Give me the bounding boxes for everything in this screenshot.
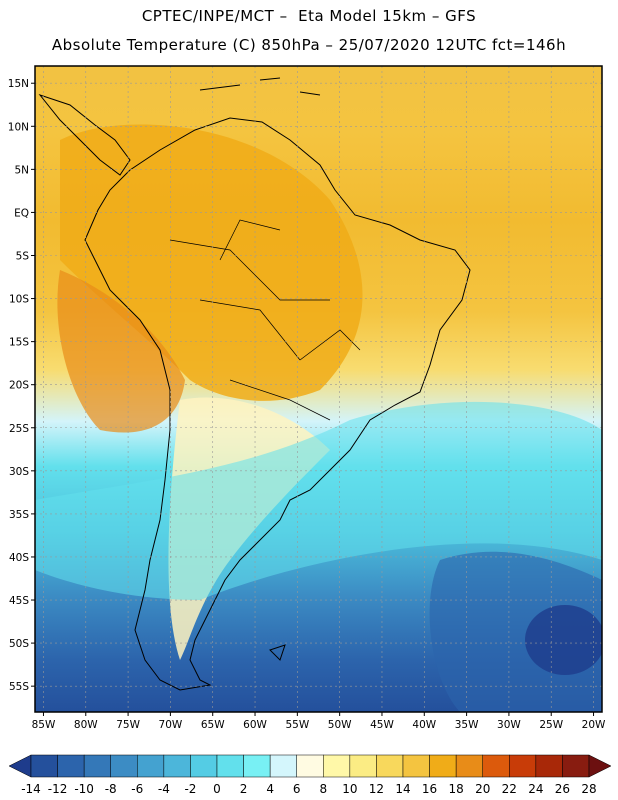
colorbar-label: 0 <box>213 782 221 796</box>
colorbar-swatch <box>190 754 218 778</box>
colorbar-label: 28 <box>581 782 596 796</box>
lat-tick-label: 20S <box>9 380 29 392</box>
colorbar-label: -6 <box>131 782 143 796</box>
falkland-islands <box>269 644 286 661</box>
lon-tick-label: 65W <box>201 719 225 731</box>
lat-tick-label: 25S <box>9 423 29 435</box>
colorbar-swatch <box>509 754 537 778</box>
country-borders <box>169 219 361 421</box>
colorbar-label: 14 <box>395 782 410 796</box>
cold-band-area <box>35 401 602 600</box>
colorbar-label: 2 <box>240 782 248 796</box>
lat-tick-label: 45S <box>9 595 29 607</box>
colorbar-label: -2 <box>184 782 196 796</box>
colorbar-swatch <box>110 754 138 778</box>
colorbar-label: 20 <box>475 782 490 796</box>
lon-tick-label: 25W <box>539 719 563 731</box>
colorbar-label: 6 <box>293 782 301 796</box>
colorbar-label: 22 <box>502 782 517 796</box>
map-frame <box>34 65 603 713</box>
lon-tick-label: 30W <box>497 719 521 731</box>
lon-tick-label: 75W <box>116 719 140 731</box>
colorbar-label: 26 <box>555 782 570 796</box>
lat-tick-label: 30S <box>9 466 29 478</box>
colorbar-swatch <box>269 754 297 778</box>
lon-tick-label: 40W <box>412 719 436 731</box>
lon-tick-label: 60W <box>243 719 267 731</box>
colorbar-swatch <box>376 754 404 778</box>
lat-tick-label: 10S <box>9 294 29 306</box>
lon-tick-label: 85W <box>32 719 56 731</box>
chart-title-line-1: CPTEC/INPE/MCT – Eta Model 15km – GFS <box>141 7 477 25</box>
latitude-axis: 15N 10N 5N EQ 5S 10S 15S 20S 25S 30S 35S 40S 45S 50S 5… <box>8 78 35 693</box>
lat-tick-label: 40S <box>9 552 29 564</box>
colorbar-label: -12 <box>48 782 68 796</box>
colorbar-label: 24 <box>528 782 543 796</box>
colorbar-swatch <box>30 754 58 778</box>
colorbar-label: 4 <box>266 782 274 796</box>
colorbar-swatch <box>429 754 457 778</box>
lat-tick-label: 5S <box>16 250 30 262</box>
lat-tick-label: 50S <box>9 638 29 650</box>
colorbar-min-triangle <box>8 754 32 778</box>
lon-tick-label: 45W <box>370 719 394 731</box>
central-america-coastline <box>38 93 131 176</box>
colorbar-label: -4 <box>158 782 170 796</box>
colorbar-label: 16 <box>422 782 437 796</box>
colorbar-swatch <box>535 754 563 778</box>
colorbar-swatch <box>216 754 244 778</box>
lat-tick-label: 55S <box>9 681 29 693</box>
colorbar-swatch <box>562 754 590 778</box>
colorbar-swatch <box>455 754 483 778</box>
warm-pacific-area <box>57 270 186 433</box>
colorbar-swatch <box>482 754 510 778</box>
colorbar: -14 -12 -10 -8 -6 -4 -2 0 2 4 6 8 10 12 14 16 18 20 22 24 26… <box>8 754 612 796</box>
colorbar-label: 18 <box>449 782 464 796</box>
colorbar-swatch <box>163 754 191 778</box>
colorbar-label: 12 <box>369 782 384 796</box>
warm-continent-area <box>60 124 363 401</box>
lat-tick-label: 10N <box>8 121 29 133</box>
longitude-axis: 85W 80W 75W 70W 65W 60W 55W 50W 45W 40W 35W 30W 25W 2… <box>32 712 606 731</box>
lat-tick-label: EQ <box>14 207 29 219</box>
colorbar-swatch <box>323 754 351 778</box>
lon-tick-label: 50W <box>328 719 352 731</box>
colorbar-swatch <box>83 754 111 778</box>
colorbar-swatch <box>57 754 85 778</box>
lat-tick-label: 5N <box>14 164 29 176</box>
coldest-core <box>525 605 602 675</box>
colorbar-label: -10 <box>74 782 94 796</box>
lon-tick-label: 20W <box>582 719 606 731</box>
colorbar-swatch <box>137 754 165 778</box>
colorbar-max-triangle <box>588 754 612 778</box>
lon-tick-label: 35W <box>455 719 479 731</box>
colorbar-label: -8 <box>105 782 117 796</box>
lat-tick-label: 15N <box>8 78 29 90</box>
colorbar-label: 8 <box>319 782 327 796</box>
colorbar-swatch <box>243 754 271 778</box>
chart-title-line-2: Absolute Temperature (C) 850hPa – 25/07/… <box>51 36 567 54</box>
colorbar-swatch <box>349 754 377 778</box>
colorbar-label: 10 <box>342 782 357 796</box>
colorbar-swatch <box>296 754 324 778</box>
colorbar-label: -14 <box>21 782 41 796</box>
lon-tick-label: 70W <box>159 719 183 731</box>
colorbar-swatch <box>402 754 430 778</box>
lat-tick-label: 15S <box>9 337 29 349</box>
caribbean-islands <box>199 77 321 96</box>
lat-tick-label: 35S <box>9 509 29 521</box>
lon-tick-label: 80W <box>74 719 98 731</box>
lon-tick-label: 55W <box>285 719 309 731</box>
temperature-field <box>35 66 602 712</box>
